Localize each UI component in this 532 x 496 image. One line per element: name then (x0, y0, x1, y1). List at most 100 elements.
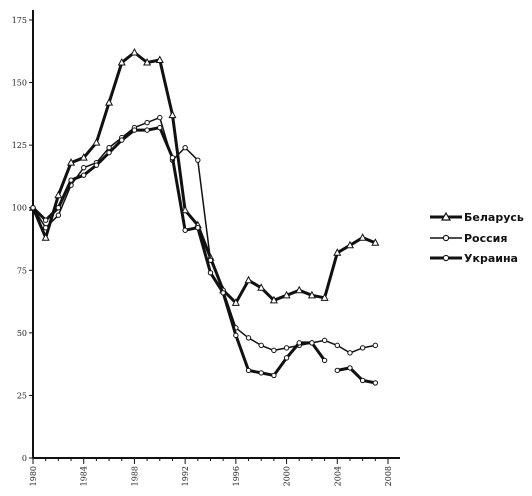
data-point-belarus-1991 (168, 110, 177, 119)
x-tick-label-1992: 1992 (181, 466, 190, 486)
y-tick-label-100: 100 (12, 204, 27, 213)
data-point-belarus-1997 (244, 275, 253, 284)
data-point-russia-2003 (321, 337, 328, 344)
y-tick-label-150: 150 (12, 79, 27, 88)
x-tick-label-1980: 1980 (29, 466, 38, 486)
y-ticks: 0 25 50 75 100 125 150 175 (12, 16, 33, 463)
data-point-ukraine-2003 (321, 357, 328, 364)
data-point-ukraine-1982 (55, 205, 62, 211)
data-point-belarus-1982 (54, 190, 63, 199)
data-point-ukraine-2001 (296, 340, 302, 346)
data-point-belarus-1987 (117, 57, 126, 66)
data-point-belarus-1989 (143, 57, 152, 66)
data-point-russia-2006 (359, 345, 366, 351)
data-point-ukraine-1991 (169, 154, 176, 161)
data-point-russia-1986 (106, 144, 112, 151)
data-point-ukraine-1986 (106, 149, 112, 156)
data-point-ukraine-1994 (207, 270, 214, 276)
data-point-russia-2004 (334, 342, 340, 349)
data-point-ukraine-1985 (93, 162, 100, 168)
y-tick-label-75: 75 (17, 266, 27, 275)
data-point-belarus-2000 (282, 290, 291, 299)
data-point-ukraine-1993 (195, 225, 201, 231)
data-point-russia-1981 (42, 225, 49, 231)
series-russia (30, 114, 379, 356)
data-point-belarus-1990 (155, 55, 164, 64)
series-layer (28, 47, 380, 386)
legend-label-belarus: Беларусь (464, 211, 524, 224)
data-point-russia-1984 (81, 164, 87, 171)
data-point-ukraine-1997 (245, 367, 252, 374)
x-tick-label-2000: 2000 (283, 466, 292, 486)
data-point-belarus-2005 (345, 240, 354, 249)
series-line-ukraine-2 (335, 366, 377, 385)
data-point-ukraine-2000 (283, 355, 290, 361)
y-tick-label-25: 25 (17, 391, 27, 400)
data-point-russia-1992 (182, 144, 188, 151)
data-point-russia-1993 (195, 157, 201, 163)
data-point-russia-2000 (283, 345, 290, 351)
data-point-russia-1997 (245, 335, 252, 341)
data-point-ukraine-1999 (271, 372, 277, 379)
y-tick-label-125: 125 (12, 141, 27, 150)
data-point-russia-2007 (372, 342, 379, 349)
data-point-belarus-1983 (67, 158, 76, 166)
y-tick-label-0: 0 (22, 454, 27, 463)
legend-marker-ukraine (442, 254, 450, 262)
data-point-ukraine-1996 (233, 332, 239, 339)
legend-marker-russia (442, 234, 450, 242)
data-point-belarus-1986 (105, 98, 114, 106)
data-point-belarus-1996 (231, 298, 240, 306)
x-ticks: 1980 1984 1988 1992 1996 2000 2004 2008 (29, 458, 393, 486)
x-tick-label-2004: 2004 (333, 466, 342, 486)
data-point-russia-1982 (55, 212, 62, 218)
data-point-belarus-1985 (92, 138, 101, 146)
series-line-russia (32, 116, 377, 354)
data-point-belarus-1998 (257, 283, 266, 291)
data-point-ukraine-1987 (119, 137, 125, 143)
data-point-russia-1998 (258, 342, 264, 349)
x-tick-label-1996: 1996 (232, 466, 241, 486)
data-point-ukraine-1980 (30, 205, 36, 211)
data-point-ukraine-1981 (42, 217, 49, 223)
legend-item-russia: Россия (430, 232, 507, 245)
data-point-ukraine-2005 (347, 365, 353, 371)
data-point-russia-1990 (157, 114, 163, 121)
data-point-ukraine-1988 (131, 127, 138, 133)
data-point-belarus-1988 (130, 47, 139, 56)
data-point-belarus-1981 (41, 233, 50, 241)
data-point-ukraine-1995 (220, 290, 226, 296)
data-point-belarus-2001 (295, 285, 304, 294)
legend-label-russia: Россия (464, 232, 507, 245)
x-tick-label-1988: 1988 (130, 466, 139, 486)
data-point-belarus-1992 (181, 205, 190, 214)
data-point-belarus-1984 (79, 153, 88, 161)
legend-item-belarus: Беларусь (430, 211, 524, 224)
data-point-ukraine-1998 (258, 370, 264, 376)
data-point-ukraine-2006 (359, 377, 366, 384)
data-point-belarus-2002 (307, 290, 316, 299)
data-point-ukraine-2004 (334, 367, 340, 374)
data-point-russia-1999 (271, 347, 277, 354)
data-point-belarus-2003 (320, 293, 329, 301)
data-point-ukraine-1984 (81, 172, 87, 178)
data-point-ukraine-1989 (144, 127, 150, 133)
data-point-russia-1989 (144, 119, 150, 126)
data-point-belarus-2007 (371, 238, 380, 246)
series-ukraine (30, 124, 379, 386)
data-point-belarus-2004 (333, 248, 342, 256)
legend-label-ukraine: Украина (464, 252, 518, 265)
series-belarus (28, 47, 380, 306)
data-point-ukraine-1983 (68, 177, 74, 183)
data-point-belarus-2006 (358, 233, 367, 241)
x-tick-label-1984: 1984 (80, 466, 89, 486)
y-tick-label-175: 175 (12, 16, 27, 25)
legend: Беларусь Россия Украина (430, 211, 524, 265)
series-line-belarus (31, 51, 377, 305)
legend-marker-belarus (440, 211, 452, 221)
data-point-ukraine-1992 (182, 227, 188, 233)
y-tick-label-50: 50 (17, 329, 27, 338)
data-point-belarus-1999 (269, 295, 278, 304)
axes (32, 10, 400, 459)
